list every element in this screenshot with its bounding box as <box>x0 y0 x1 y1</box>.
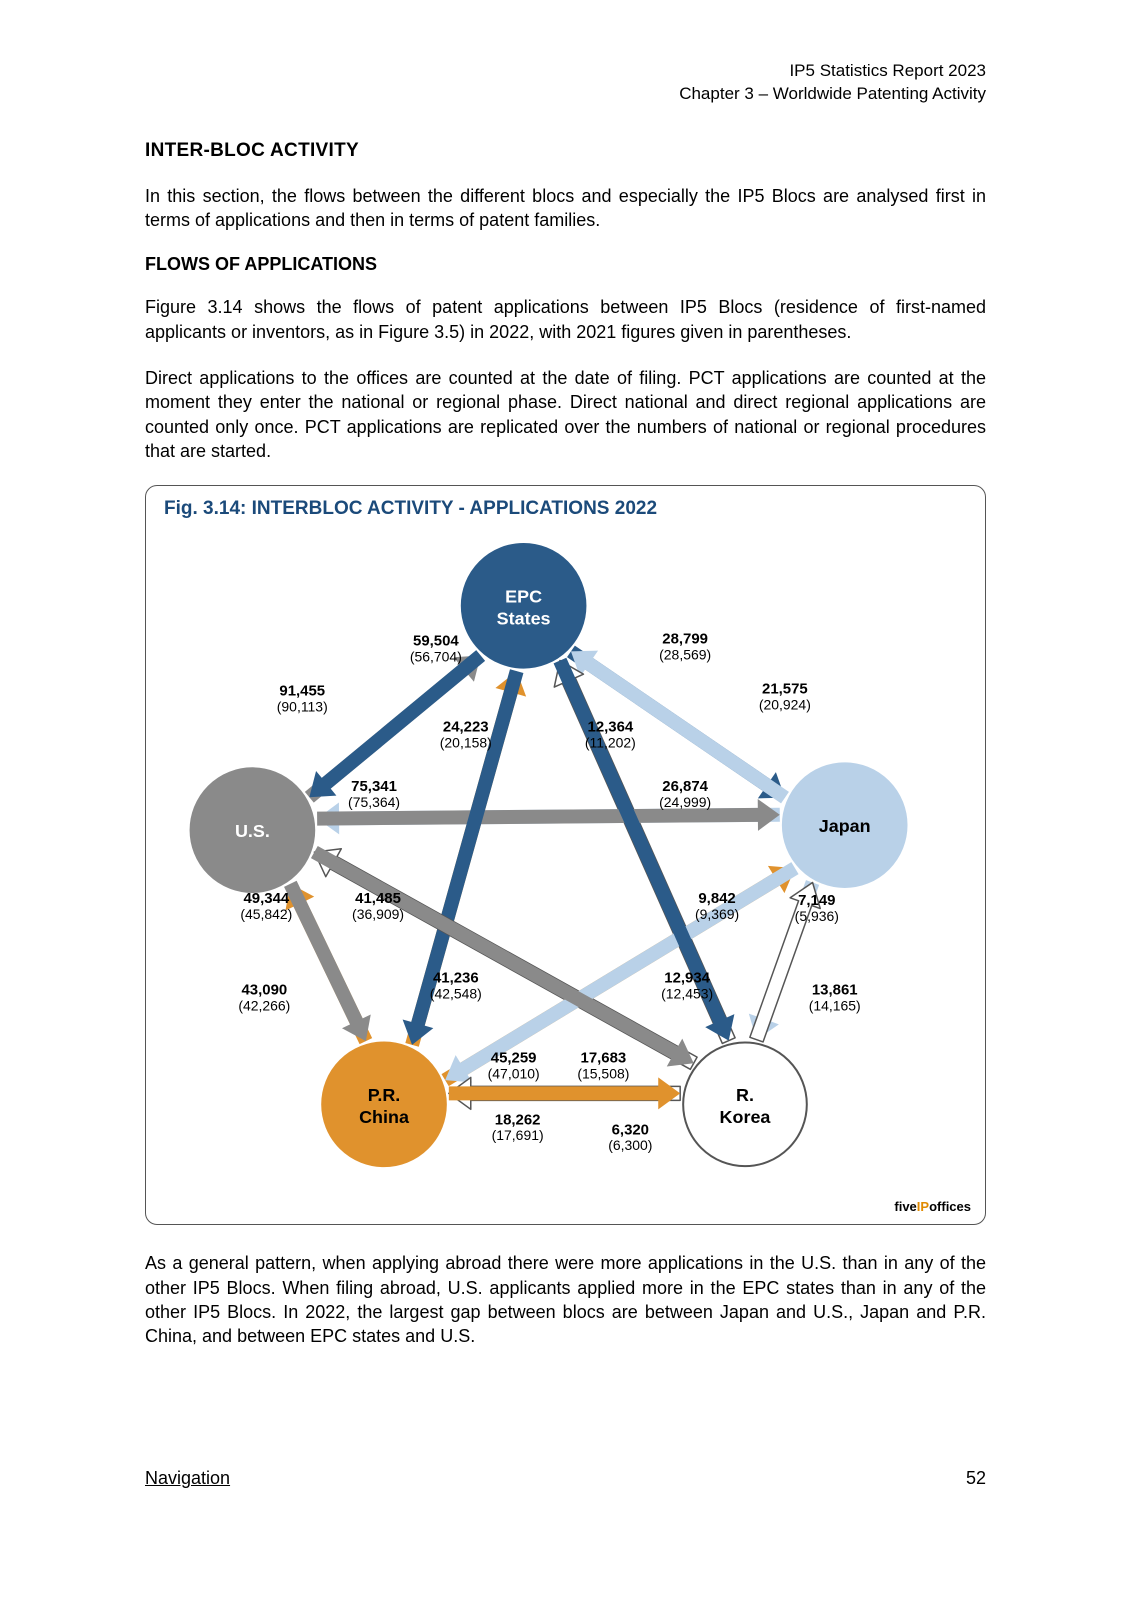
svg-text:EPC: EPC <box>505 587 542 607</box>
svg-text:28,799: 28,799 <box>662 631 708 648</box>
svg-text:(12,453): (12,453) <box>661 986 713 1002</box>
svg-text:43,090: 43,090 <box>242 982 288 999</box>
svg-text:(45,842): (45,842) <box>240 906 292 922</box>
svg-text:(15,508): (15,508) <box>577 1066 629 1082</box>
svg-text:75,341: 75,341 <box>351 778 397 795</box>
svg-text:26,874: 26,874 <box>662 778 708 795</box>
svg-text:States: States <box>497 609 551 629</box>
figure-title: Fig. 3.14: INTERBLOC ACTIVITY - APPLICAT… <box>146 486 985 520</box>
svg-text:13,861: 13,861 <box>812 982 858 999</box>
paragraph-2: Figure 3.14 shows the flows of patent ap… <box>145 295 986 344</box>
svg-text:41,485: 41,485 <box>355 890 401 907</box>
figure-3-14: Fig. 3.14: INTERBLOC ACTIVITY - APPLICAT… <box>145 485 986 1225</box>
page-number: 52 <box>966 1468 986 1489</box>
svg-text:45,259: 45,259 <box>491 1050 537 1067</box>
header-report-title: IP5 Statistics Report 2023 <box>145 60 986 83</box>
svg-text:24,223: 24,223 <box>443 719 489 736</box>
svg-text:(5,936): (5,936) <box>795 908 839 924</box>
svg-text:(24,999): (24,999) <box>659 794 711 810</box>
svg-text:(42,266): (42,266) <box>238 998 290 1014</box>
svg-text:6,320: 6,320 <box>612 1122 649 1139</box>
svg-text:R.: R. <box>736 1085 754 1105</box>
svg-text:21,575: 21,575 <box>762 681 808 698</box>
svg-text:(20,158): (20,158) <box>440 735 492 751</box>
svg-text:U.S.: U.S. <box>235 821 270 841</box>
svg-text:(11,202): (11,202) <box>585 735 636 751</box>
svg-text:(17,691): (17,691) <box>492 1127 544 1143</box>
sub-section-title: FLOWS OF APPLICATIONS <box>145 254 986 275</box>
paragraph-4: As a general pattern, when applying abro… <box>145 1251 986 1348</box>
page-header: IP5 Statistics Report 2023 Chapter 3 – W… <box>145 60 986 106</box>
svg-text:(75,364): (75,364) <box>348 794 400 810</box>
svg-text:Korea: Korea <box>720 1107 772 1127</box>
five-ip-offices-logo: fiveIPoffices <box>894 1199 971 1214</box>
svg-text:(47,010): (47,010) <box>488 1066 540 1082</box>
svg-text:(56,704): (56,704) <box>410 649 462 665</box>
svg-text:7,149: 7,149 <box>798 892 835 909</box>
svg-text:(36,909): (36,909) <box>352 906 404 922</box>
svg-text:(9,369): (9,369) <box>695 906 739 922</box>
interbloc-flow-diagram: EPCStates U.S. Japan P.R.China R.Korea 91,455… <box>146 526 985 1224</box>
svg-text:59,504: 59,504 <box>413 633 459 650</box>
svg-text:17,683: 17,683 <box>581 1050 627 1067</box>
svg-text:(20,924): (20,924) <box>759 697 811 713</box>
header-chapter: Chapter 3 – Worldwide Patenting Activity <box>145 83 986 106</box>
svg-text:49,344: 49,344 <box>244 890 290 907</box>
paragraph-3: Direct applications to the offices are c… <box>145 366 986 463</box>
svg-text:Japan: Japan <box>819 816 871 836</box>
svg-text:91,455: 91,455 <box>279 683 325 700</box>
svg-text:12,364: 12,364 <box>588 719 634 736</box>
navigation-link[interactable]: Navigation <box>145 1468 230 1489</box>
svg-text:41,236: 41,236 <box>433 970 479 987</box>
svg-text:(6,300): (6,300) <box>608 1137 652 1153</box>
paragraph-1: In this section, the flows between the d… <box>145 184 986 233</box>
svg-text:(14,165): (14,165) <box>809 998 861 1014</box>
svg-text:12,934: 12,934 <box>664 970 710 987</box>
svg-text:18,262: 18,262 <box>495 1112 541 1129</box>
section-title: INTER-BLOC ACTIVITY <box>145 140 986 162</box>
svg-text:P.R.: P.R. <box>368 1085 401 1105</box>
svg-text:(42,548): (42,548) <box>430 986 482 1002</box>
svg-text:(90,113): (90,113) <box>277 699 328 715</box>
svg-text:China: China <box>359 1107 410 1127</box>
svg-text:(28,569): (28,569) <box>659 647 711 663</box>
svg-text:9,842: 9,842 <box>698 890 735 907</box>
